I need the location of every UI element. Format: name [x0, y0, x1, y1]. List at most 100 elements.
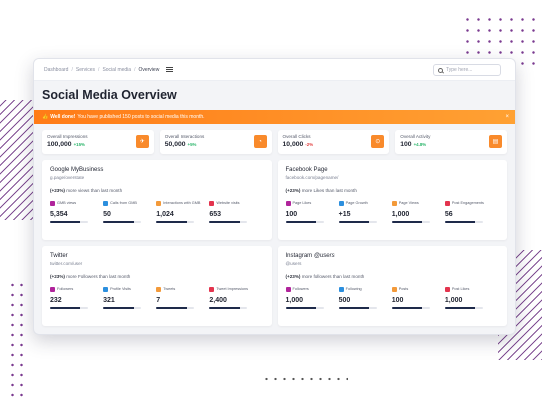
search-input[interactable] — [446, 67, 496, 73]
metrics-row: GMB views 5,354 Calls from GMB 50 Interact… — [50, 200, 263, 223]
metric-value: 1,000 — [285, 297, 304, 304]
card-title: Facebook Page — [285, 167, 328, 173]
channel-card-google: Google MyBusiness g.page/overstate (+23%… — [42, 160, 272, 240]
metric: Followers 1,000 — [285, 286, 339, 309]
metric-label: Followers — [292, 287, 309, 291]
stat-value: 50,000 +5% — [164, 141, 197, 148]
stat-label: Overall Impressions — [47, 134, 88, 139]
target-icon: ⊙ — [371, 135, 385, 148]
progress-bar — [285, 221, 324, 223]
progress-bar — [391, 307, 430, 309]
color-swatch — [285, 286, 291, 292]
metric-value: 321 — [103, 297, 115, 304]
metric-label: Page Views — [398, 201, 419, 205]
metric-value: 100 — [285, 211, 298, 218]
metric-value: 1,000 — [444, 297, 463, 304]
search-box — [433, 64, 501, 76]
card-note: (+23%) more followers than last month — [285, 274, 365, 279]
banner-strong-text: Well done! — [50, 114, 76, 120]
card-title: Twitter — [50, 253, 68, 259]
stat-value: 10,000 -2% — [282, 141, 314, 148]
progress-bar — [391, 221, 430, 223]
card-note: (+23%) more Followers than last month — [50, 274, 131, 279]
progress-bar — [103, 221, 142, 223]
activity-icon: ▤ — [489, 135, 502, 148]
banner-text: You have published 150 posts to social m… — [77, 114, 205, 120]
close-icon[interactable]: × — [505, 114, 509, 120]
progress-bar — [444, 221, 483, 223]
color-swatch — [209, 286, 215, 292]
metric-label: Followers — [57, 287, 74, 291]
dashboard-window: Dashboard / Services / Social media / Ov… — [33, 58, 516, 335]
stat-delta: +5% — [187, 142, 197, 147]
breadcrumb-separator: / — [98, 66, 100, 73]
metric-label: GMB views — [57, 201, 77, 205]
thumbs-up-icon: 👍 — [42, 114, 49, 120]
success-banner: 👍 Well done! You have published 150 post… — [34, 110, 515, 124]
metric: Tweet Impressions 2,400 — [209, 286, 262, 309]
metric: Page Growth +15 — [338, 200, 392, 223]
stat-value: 100,000 +15% — [47, 141, 85, 148]
pie-icon: ◔ — [253, 135, 267, 148]
metric-value: +15 — [338, 211, 351, 218]
color-swatch — [391, 286, 397, 292]
color-swatch — [156, 200, 162, 206]
metric-value: 7 — [156, 297, 161, 304]
metrics-row: Followers 1,000 Following 500 Posts 100 Pos… — [285, 286, 499, 309]
decorative-dots-bottom — [262, 374, 348, 384]
metric-value: 500 — [338, 297, 351, 304]
metric: Post Engagements 56 — [444, 200, 498, 223]
color-swatch — [50, 286, 55, 292]
stat-card-impressions: Overall Impressions 100,000 +15% ✈ — [42, 130, 154, 154]
metric-label: Tweets — [163, 287, 176, 291]
color-swatch — [103, 286, 109, 292]
stat-label: Overall Clicks — [282, 134, 311, 139]
card-note: (+23%) more Likes than last month — [285, 188, 357, 193]
rocket-icon: ✈ — [135, 135, 149, 148]
progress-bar — [209, 307, 248, 309]
breadcrumb-overview: Overview — [138, 66, 160, 73]
metric-value: 56 — [444, 211, 453, 218]
metric-value: 1,024 — [156, 211, 174, 218]
metric: Interactions with GMB 1,024 — [156, 200, 209, 223]
metric: Posts 100 — [391, 286, 445, 309]
stats-row: Overall Impressions 100,000 +15% ✈ Overal… — [42, 130, 507, 154]
stat-delta: +15% — [73, 142, 85, 147]
progress-bar — [444, 307, 483, 309]
breadcrumb-social-media[interactable]: Social media — [102, 66, 132, 73]
stat-delta: +4.8% — [413, 142, 427, 147]
progress-bar — [285, 307, 324, 309]
color-swatch — [156, 286, 162, 292]
metric-value: 653 — [209, 211, 222, 218]
card-subtitle[interactable]: g.page/overstate — [50, 175, 85, 180]
stat-delta: -2% — [305, 142, 314, 147]
metric-label: Following — [345, 287, 362, 291]
color-swatch — [338, 200, 344, 206]
metric-label: Post Engagements — [451, 201, 484, 205]
metric: Calls from GMB 50 — [103, 200, 156, 223]
stat-card-interactions: Overall Interactions 50,000 +5% ◔ — [159, 130, 272, 154]
hamburger-menu-icon[interactable] — [166, 67, 173, 72]
color-swatch — [285, 200, 291, 206]
metric-label: Page Likes — [292, 201, 312, 205]
metric-label: Page Growth — [345, 201, 368, 205]
metrics-row: Followers 232 Profile Visits 321 Tweets 7 T… — [50, 286, 263, 309]
color-swatch — [444, 200, 450, 206]
stat-label: Overall Activity — [400, 134, 431, 139]
card-subtitle[interactable]: twitter.com/user — [50, 261, 83, 266]
stat-card-clicks: Overall Clicks 10,000 -2% ⊙ — [277, 130, 390, 154]
stat-label: Overall Interactions — [164, 134, 205, 139]
metric: Page Views 1,000 — [391, 200, 445, 223]
breadcrumb-dashboard[interactable]: Dashboard — [44, 66, 69, 73]
card-subtitle[interactable]: @users — [285, 261, 302, 266]
progress-bar — [103, 307, 142, 309]
page-title: Social Media Overview — [42, 88, 177, 102]
card-subtitle[interactable]: facebook.com/pagename/ — [285, 175, 339, 180]
metric: Followers 232 — [50, 286, 103, 309]
breadcrumb-separator: / — [71, 66, 73, 73]
color-swatch — [338, 286, 344, 292]
progress-bar — [156, 221, 195, 223]
breadcrumb-services[interactable]: Services — [75, 66, 96, 73]
metric-label: Interactions with GMB — [163, 201, 201, 205]
metric: Tweets 7 — [156, 286, 209, 309]
